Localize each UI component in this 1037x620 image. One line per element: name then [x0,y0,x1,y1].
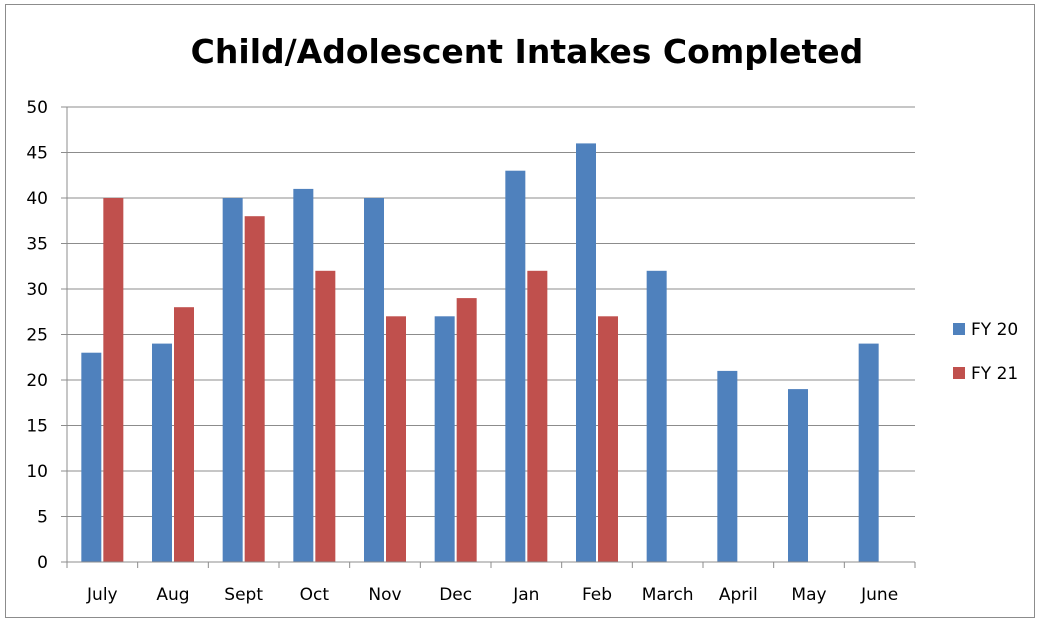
x-tick-label: March [642,585,694,605]
y-tick-label: 10 [26,462,48,482]
bar-fy20-jan [505,170,526,562]
x-tick-label: Aug [156,585,189,605]
bar-fy20-feb [576,143,596,562]
y-tick-label: 0 [37,553,48,573]
bars [81,143,879,562]
x-tick-label: Sept [224,585,263,605]
chart-title: Child/Adolescent Intakes Completed [191,32,864,71]
y-tick-label: 15 [26,417,48,437]
x-tick-label: Jan [512,585,539,605]
bar-fy20-july [81,352,102,562]
bar-fy20-may [788,389,808,562]
y-tick-label: 5 [37,508,48,528]
y-tick-label: 50 [26,98,48,118]
bar-fy21-nov [386,316,406,562]
bar-fy20-march [646,270,667,562]
legend-label: FY 20 [971,320,1018,340]
legend: FY 20 FY 21 [953,320,1018,384]
legend-swatch [953,367,965,379]
y-tick-label: 45 [26,144,48,164]
y-tick-label: 40 [26,189,48,209]
x-tick-label: June [860,585,898,605]
legend-label: FY 21 [971,364,1018,384]
bar-fy20-oct [293,188,314,562]
bar-fy21-july [103,198,124,562]
bar-fy20-sept [222,198,243,562]
bar-fy20-nov [364,198,384,562]
gridlines [67,106,915,517]
bar-fy21-aug [174,307,194,562]
y-axis-ticks: 0 5 10 15 20 25 30 35 40 45 50 [26,98,67,573]
y-tick-label: 20 [26,371,48,391]
bar-fy20-june [858,343,879,562]
bar-fy21-sept [244,216,265,562]
bar-fy20-april [717,370,738,562]
x-tick-label: April [719,585,758,605]
bar-fy20-dec [434,316,455,562]
bar-fy21-dec [456,298,477,562]
bar-fy20-aug [152,343,172,562]
legend-swatch [953,323,965,335]
bar-fy21-feb [598,316,618,562]
x-tick-label: Dec [439,585,472,605]
bar-fy21-jan [527,270,548,562]
x-tick-label: May [791,585,826,605]
y-tick-label: 25 [26,326,48,346]
x-axis-ticks: July Aug Sept Oct Nov Dec Jan Feb March April May J… [66,562,916,605]
x-tick-label: Feb [582,585,612,605]
bar-fy21-oct [315,270,336,562]
y-tick-label: 35 [26,235,48,255]
x-tick-label: Oct [300,585,330,605]
x-tick-label: July [86,585,118,605]
y-tick-label: 30 [26,280,48,300]
x-tick-label: Nov [368,585,401,605]
